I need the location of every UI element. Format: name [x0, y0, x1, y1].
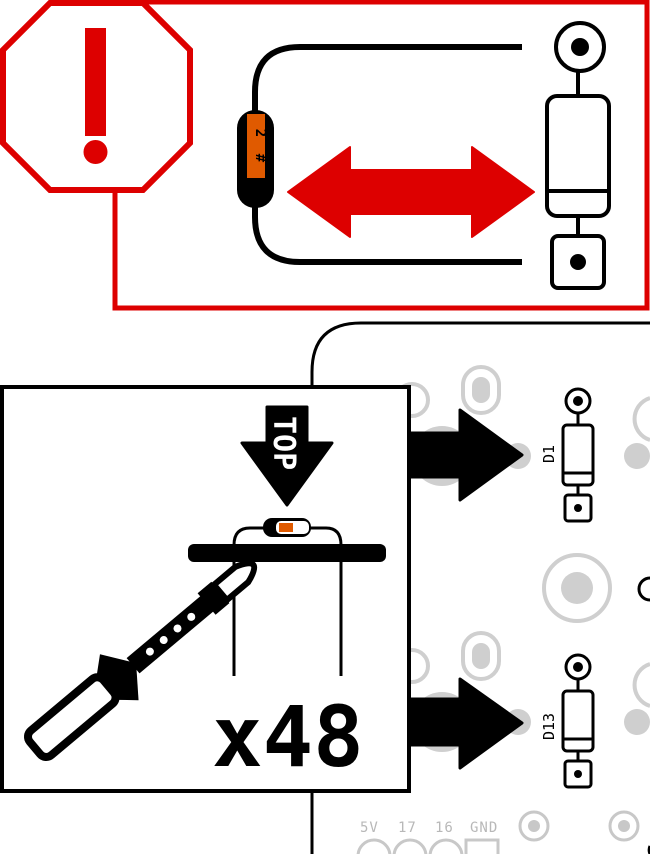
warning-panel: 2 # — [0, 0, 650, 311]
board-side-view — [188, 518, 386, 676]
diode-label-d13: D13 — [540, 713, 558, 740]
pcb-pads — [394, 365, 650, 708]
orientation-label: TOP — [266, 416, 301, 470]
svg-text:2: 2 — [252, 129, 268, 137]
header-label-17: 17 — [398, 820, 417, 836]
svg-text:#: # — [252, 154, 268, 163]
top-arrow-icon: TOP — [240, 405, 334, 507]
diode-component-icon: 2 # — [237, 110, 274, 208]
exclamation-stop-sign-icon — [0, 0, 193, 193]
header-labels: 5V 17 16 GND — [360, 820, 498, 836]
diode-label-d1: D1 — [540, 445, 558, 463]
double-headed-arrow-icon — [287, 146, 535, 238]
header-label-5v: 5V — [360, 820, 379, 836]
header-pads — [356, 810, 640, 854]
header-label-16: 16 — [435, 820, 454, 836]
arrow-right-icon — [406, 677, 524, 770]
diode-footprint-icon — [545, 21, 611, 290]
pcb-board: D1 D13 5V 17 16 GND — [310, 321, 650, 854]
header-label-gnd: GND — [470, 820, 498, 836]
instruction-card: TOP x48 — [0, 385, 411, 793]
diode-lead-wire — [252, 44, 522, 265]
diode-footprint-d13: D13 — [540, 653, 595, 789]
arrow-right-icon — [406, 408, 524, 502]
quantity-label: x48 — [212, 688, 364, 786]
soldering-iron-icon — [23, 560, 258, 761]
diode-footprint-d1: D1 — [540, 387, 595, 523]
